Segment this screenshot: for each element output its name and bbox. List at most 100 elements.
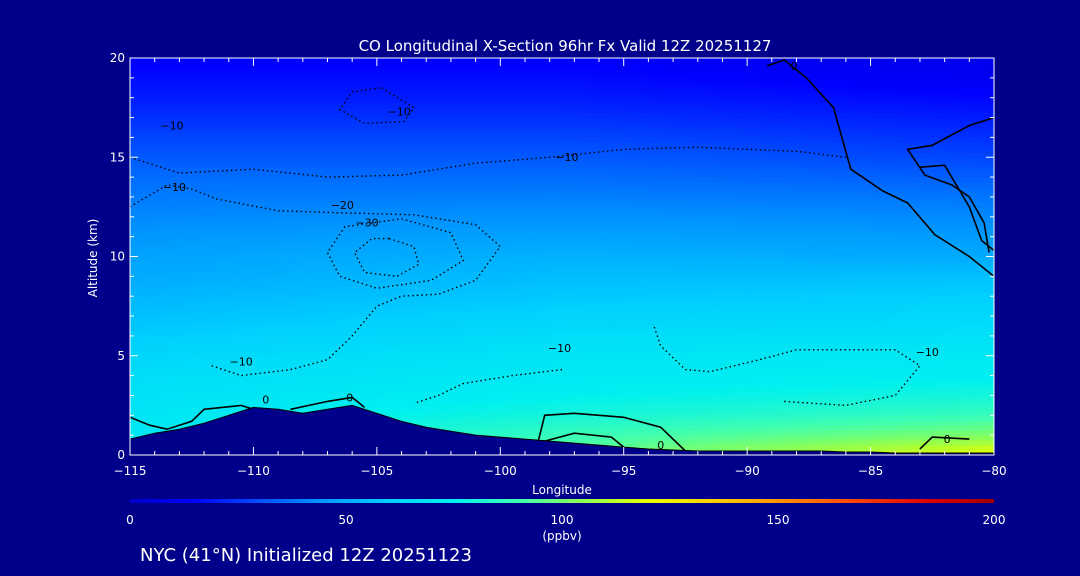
- heat-cell: [376, 385, 390, 392]
- heat-cell: [747, 325, 761, 332]
- heat-cell: [216, 405, 230, 411]
- heat-cell: [734, 162, 748, 168]
- heat-cell: [981, 112, 994, 119]
- heat-cell: [426, 172, 440, 178]
- heat-cell: [821, 360, 835, 367]
- heat-cell: [401, 167, 415, 173]
- heat-cell: [870, 211, 884, 218]
- heat-cell: [537, 370, 551, 377]
- heat-cell: [808, 236, 822, 243]
- heat-cell: [882, 286, 896, 292]
- heat-cell: [241, 296, 255, 302]
- heat-cell: [586, 340, 600, 347]
- heat-cell: [858, 251, 872, 258]
- heat-cell: [969, 117, 983, 124]
- heat-cell: [463, 355, 477, 362]
- heat-cell: [808, 370, 822, 377]
- heat-cell: [512, 251, 526, 258]
- heat-cell: [821, 112, 835, 119]
- heat-cell: [895, 147, 909, 153]
- heat-cell: [981, 211, 994, 218]
- heat-cell: [364, 325, 378, 332]
- heat-cell: [327, 231, 341, 238]
- heat-cell: [500, 152, 514, 158]
- heat-cell: [821, 330, 835, 337]
- heat-cell: [586, 380, 600, 387]
- heat-cell: [611, 177, 625, 183]
- heat-cell: [549, 335, 563, 342]
- heat-cell: [290, 266, 304, 272]
- heat-cell: [771, 390, 785, 397]
- heat-cell: [290, 365, 304, 372]
- heat-cell: [660, 345, 674, 352]
- heat-cell: [327, 390, 341, 397]
- heat-cell: [747, 266, 761, 272]
- heat-cell: [747, 211, 761, 218]
- heat-cell: [660, 281, 674, 287]
- heat-cell: [278, 102, 292, 109]
- heat-cell: [562, 216, 575, 223]
- heat-cell: [747, 182, 761, 188]
- heat-cell: [673, 211, 687, 218]
- heat-cell: [907, 445, 921, 451]
- heat-cell: [747, 102, 761, 109]
- heat-cell: [623, 127, 637, 134]
- heat-cell: [784, 311, 798, 317]
- heat-cell: [821, 440, 835, 446]
- heat-cell: [228, 226, 242, 233]
- heat-cell: [562, 286, 575, 292]
- heat-cell: [611, 182, 625, 188]
- heat-cell: [315, 306, 329, 312]
- heat-cell: [932, 440, 946, 446]
- heat-cell: [956, 385, 970, 392]
- heat-cell: [265, 360, 279, 367]
- heat-cell: [426, 211, 440, 218]
- heat-cell: [734, 345, 748, 352]
- heat-cell: [364, 266, 378, 272]
- heat-cell: [179, 350, 193, 357]
- heat-cell: [734, 187, 748, 193]
- heat-cell: [401, 316, 415, 322]
- heat-cell: [438, 147, 452, 153]
- heat-cell: [808, 335, 822, 342]
- heat-cell: [784, 350, 798, 357]
- heat-cell: [352, 355, 366, 362]
- heat-cell: [389, 316, 403, 322]
- heat-cell: [167, 340, 180, 347]
- heat-cell: [858, 147, 872, 153]
- heat-cell: [808, 241, 822, 248]
- heat-cell: [882, 102, 896, 109]
- heat-cell: [401, 251, 415, 258]
- heat-cell: [771, 276, 785, 282]
- heat-cell: [265, 325, 279, 332]
- heat-cell: [167, 177, 180, 183]
- heat-cell: [500, 196, 514, 203]
- heat-cell: [759, 325, 773, 332]
- heat-cell: [944, 226, 958, 233]
- heat-cell: [167, 107, 180, 114]
- heat-cell: [352, 370, 366, 377]
- heat-cell: [413, 241, 427, 248]
- heat-cell: [278, 231, 292, 238]
- heat-cell: [648, 296, 662, 302]
- heat-cell: [376, 152, 390, 158]
- heat-cell: [339, 206, 353, 213]
- heat-cell: [413, 261, 427, 268]
- heat-cell: [821, 231, 835, 238]
- heat-cell: [167, 201, 180, 208]
- heat-cell: [673, 191, 687, 198]
- heat-cell: [216, 97, 230, 104]
- heat-cell: [475, 335, 489, 342]
- heat-cell: [228, 291, 242, 297]
- heat-cell: [722, 395, 736, 402]
- heat-cell: [685, 152, 699, 158]
- heat-cell: [475, 380, 489, 387]
- heat-cell: [710, 390, 724, 397]
- heat-cell: [611, 311, 625, 317]
- heat-cell: [537, 231, 551, 238]
- heat-cell: [524, 191, 538, 198]
- heat-cell: [450, 107, 464, 114]
- heat-cell: [290, 122, 304, 129]
- heat-cell: [895, 246, 909, 253]
- heat-cell: [265, 162, 279, 168]
